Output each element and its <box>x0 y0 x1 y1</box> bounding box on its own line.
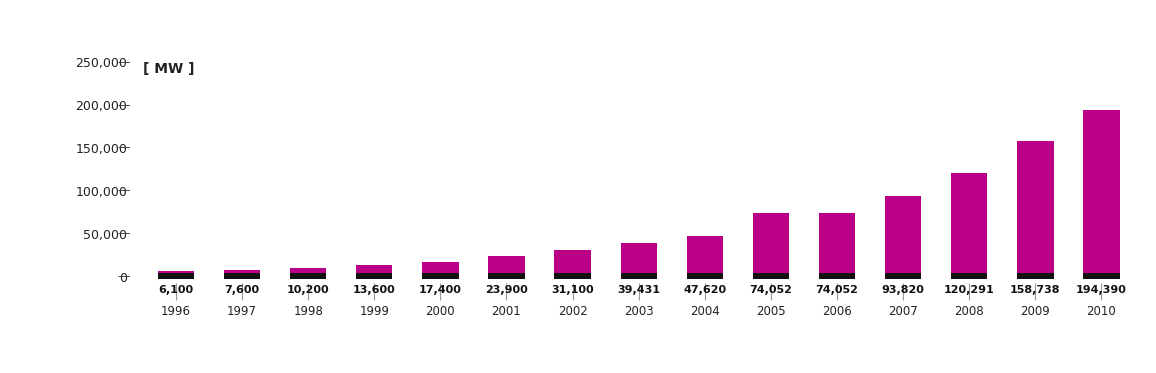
Text: 10,200: 10,200 <box>287 285 329 295</box>
Text: —: — <box>118 270 131 283</box>
Text: 31,100: 31,100 <box>551 285 594 295</box>
Bar <box>621 243 657 277</box>
Bar <box>818 273 855 279</box>
Bar <box>488 256 525 277</box>
Text: 17,400: 17,400 <box>418 285 461 295</box>
Bar <box>753 213 790 277</box>
Text: 194,390: 194,390 <box>1076 285 1127 295</box>
Bar <box>224 273 260 279</box>
Bar <box>885 273 921 279</box>
Bar <box>157 273 194 279</box>
Text: 47,620: 47,620 <box>683 285 726 295</box>
Text: —: — <box>118 184 131 197</box>
Bar <box>951 273 987 279</box>
Bar <box>1017 273 1053 279</box>
Bar <box>1083 110 1120 277</box>
Text: 74,052: 74,052 <box>749 285 792 295</box>
Text: 74,052: 74,052 <box>816 285 859 295</box>
Text: —: — <box>118 227 131 240</box>
Text: —: — <box>118 141 131 154</box>
Text: 39,431: 39,431 <box>617 285 660 295</box>
Bar <box>224 270 260 277</box>
Text: 7,600: 7,600 <box>224 285 260 295</box>
Bar <box>687 273 722 279</box>
Bar <box>555 250 591 277</box>
Text: 13,600: 13,600 <box>353 285 395 295</box>
Text: —: — <box>118 56 131 69</box>
Bar <box>1017 141 1053 277</box>
Bar <box>885 196 921 277</box>
Text: [ MW ]: [ MW ] <box>143 62 194 76</box>
Text: 93,820: 93,820 <box>882 285 925 295</box>
Bar <box>555 273 591 279</box>
Text: 23,900: 23,900 <box>486 285 528 295</box>
Bar <box>1083 273 1120 279</box>
Bar <box>422 262 459 277</box>
Bar <box>356 265 392 277</box>
Bar <box>422 273 459 279</box>
Bar <box>687 236 722 277</box>
Bar <box>356 273 392 279</box>
Bar <box>290 268 326 277</box>
Bar <box>951 173 987 277</box>
Bar <box>818 213 855 277</box>
Text: GLOBAL CUMULATIVE INSTALLED WIND CAPACITY 1996-2010: GLOBAL CUMULATIVE INSTALLED WIND CAPACIT… <box>305 19 851 34</box>
Text: 158,738: 158,738 <box>1010 285 1060 295</box>
Text: 6,100: 6,100 <box>158 285 193 295</box>
Text: —: — <box>118 98 131 112</box>
Bar <box>157 272 194 277</box>
Bar <box>753 273 790 279</box>
Bar <box>488 273 525 279</box>
Bar <box>290 273 326 279</box>
Text: 120,291: 120,291 <box>943 285 994 295</box>
Bar <box>621 273 657 279</box>
